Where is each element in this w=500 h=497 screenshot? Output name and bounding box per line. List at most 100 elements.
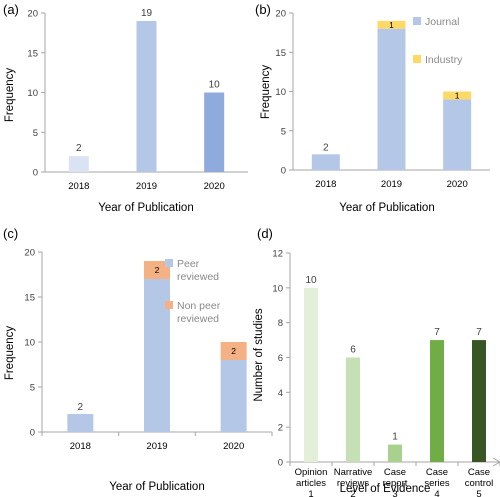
- panel-b: (b) 0 5 10 15 20 2 1 1 2018 2019 2020 Journal Indust…: [255, 2, 490, 214]
- panel-d-data-label: 10: [305, 275, 317, 286]
- panel-a-y-tick-label: 20: [27, 9, 38, 20]
- panel-c-y-tick-label: 15: [24, 293, 35, 304]
- panel-c-legend-label-line: Peer: [177, 258, 200, 270]
- panel-d-x-tick-label-line: 4: [434, 489, 439, 497]
- panel-b-xlabel: Year of Publication: [339, 202, 434, 214]
- panel-a-data-label: 10: [209, 80, 221, 91]
- panel-d-bar: [346, 357, 360, 462]
- panel-d-x-tick-label-line: 1: [308, 489, 313, 497]
- panel-d-y-tick-label: 8: [278, 318, 283, 329]
- panel-c-legend-swatch: [165, 259, 173, 267]
- panel-b-data-label: 2: [323, 142, 329, 153]
- panel-b-label: (b): [255, 2, 271, 17]
- panel-a-ylabel: Frequency: [4, 68, 16, 123]
- panel-d-y-tick-label: 0: [278, 458, 283, 469]
- panel-a-bar: [136, 20, 157, 173]
- panel-d-x-axis-arrow: [492, 457, 500, 467]
- panel-c-y-tick-label: 20: [24, 248, 35, 259]
- panel-c-legend-label-line: reviewed: [177, 271, 219, 283]
- panel-d-y-tick-label: 4: [278, 388, 283, 399]
- panel-d-y-tick-label: 12: [272, 249, 283, 260]
- panel-d-x-tick-label-line: Case: [384, 467, 406, 478]
- panel-b-data-label: 1: [455, 90, 460, 100]
- panel-b-x-tick-label: 2020: [447, 179, 468, 190]
- panel-c-y-tick-label: 10: [24, 338, 35, 349]
- panel-d-x-tick-label-line: 5: [476, 489, 481, 497]
- panel-c-legend-swatch: [165, 301, 173, 309]
- panel-b-y-tick-label: 10: [275, 87, 286, 98]
- panel-b-bar-journal: [443, 99, 472, 170]
- panel-c-bar-peer-reviewed: [67, 414, 94, 432]
- panel-d-x-tick-label-line: reviews: [337, 478, 369, 489]
- panel-a-x-tick-label: 2018: [68, 181, 89, 192]
- panel-c-ylabel: Frequency: [4, 326, 16, 381]
- panel-b-y-tick-label: 5: [281, 126, 286, 137]
- panel-d-bar: [472, 340, 486, 462]
- panel-b-legend-label: Industry: [425, 54, 463, 66]
- panel-d-x-tick-label: Narrative reviews 2: [334, 467, 373, 497]
- panel-b-data-label: 1: [389, 20, 394, 30]
- panel-c-legend-label: Non peer reviewed: [177, 300, 221, 325]
- panel-b-plot: 0 5 10 15 20 2 1 1 2018 2019 2020 Journal Industry: [275, 9, 490, 190]
- panel-b-y-tick-label: 20: [275, 9, 286, 20]
- panel-d-x-tick-label: Case control 5: [465, 467, 494, 497]
- panel-b-y-tick-label: 0: [281, 166, 286, 177]
- panel-d-bar: [388, 444, 402, 462]
- panel-d-x-tick-label-line: Narrative: [334, 467, 373, 478]
- panel-c-bar-peer-reviewed: [220, 360, 247, 432]
- panel-b-ylabel: Frequency: [260, 65, 272, 120]
- panel-d-y-tick-label: 6: [278, 353, 283, 364]
- panel-c-x-tick-label: 2020: [223, 441, 244, 452]
- panel-d-bar: [430, 340, 444, 462]
- panel-d-data-label: 1: [392, 432, 398, 443]
- panel-d-x-tick-label: Case series 4: [424, 467, 450, 497]
- panel-a-y-tick-label: 5: [33, 128, 38, 139]
- panel-d-data-label: 6: [350, 345, 356, 356]
- panel-c-data-label: 2: [231, 346, 236, 356]
- panel-d-y-tick-label: 10: [272, 283, 283, 294]
- panel-c-x-tick-label: 2019: [146, 441, 167, 452]
- panel-a-y-tick-label: 10: [27, 88, 38, 99]
- panel-d-label: (d): [257, 226, 273, 241]
- panel-c-y-tick-label: 0: [30, 428, 35, 439]
- panel-d-x-tick-label-line: Case: [426, 467, 448, 478]
- panel-b-bar-industry: [377, 20, 406, 29]
- panel-d-bar: [304, 287, 318, 462]
- panel-a-y-tick-label: 15: [27, 48, 38, 59]
- panel-a-x-tick-label: 2020: [204, 181, 225, 192]
- panel-d-xlabel: Level of Evidence: [340, 483, 431, 495]
- panel-b-legend-swatch: [413, 17, 421, 25]
- panel-d-x-tick-label: Opinion articles 1: [295, 467, 328, 497]
- panel-c-data-label: 2: [155, 265, 160, 275]
- panel-a-data-label: 19: [141, 8, 153, 19]
- panel-c-bar-non-peer-reviewed: [144, 261, 170, 279]
- panel-d-x-tick-label-line: articles: [296, 478, 326, 489]
- panel-c-bar-non-peer-reviewed: [220, 342, 247, 360]
- panel-d-x-tick-label-line: Opinion: [295, 467, 328, 478]
- panel-c-xlabel: Year of Publication: [109, 481, 204, 493]
- panel-b-legend-swatch: [413, 55, 421, 63]
- panel-d-x-tick-label-line: Case: [468, 467, 490, 478]
- panel-c-legend-label-line: Non peer: [177, 300, 221, 312]
- panel-d-x-tick-label-line: series: [424, 478, 450, 489]
- panel-b-x-tick-label: 2019: [381, 179, 402, 190]
- panel-c-label: (c): [3, 226, 18, 241]
- panel-b-legend-label-line: Journal: [425, 16, 459, 28]
- panel-a-x-tick-label: 2019: [136, 181, 157, 192]
- panel-d-data-label: 7: [476, 327, 482, 338]
- panel-c-legend-label: Peer reviewed: [177, 258, 219, 283]
- panel-b-legend-label: Journal: [425, 16, 459, 28]
- panel-a-bar: [204, 92, 225, 172]
- panel-a-plot: 0 5 10 15 20 2 19 10 2018 2019 2020: [27, 8, 248, 192]
- panel-a-label: (a): [3, 2, 19, 17]
- panel-b-bar-journal: [311, 154, 340, 170]
- panel-d-x-tick-label-line: control: [465, 478, 494, 489]
- panel-b-bar-industry: [443, 91, 472, 100]
- panel-d-y-tick-label: 2: [278, 423, 283, 434]
